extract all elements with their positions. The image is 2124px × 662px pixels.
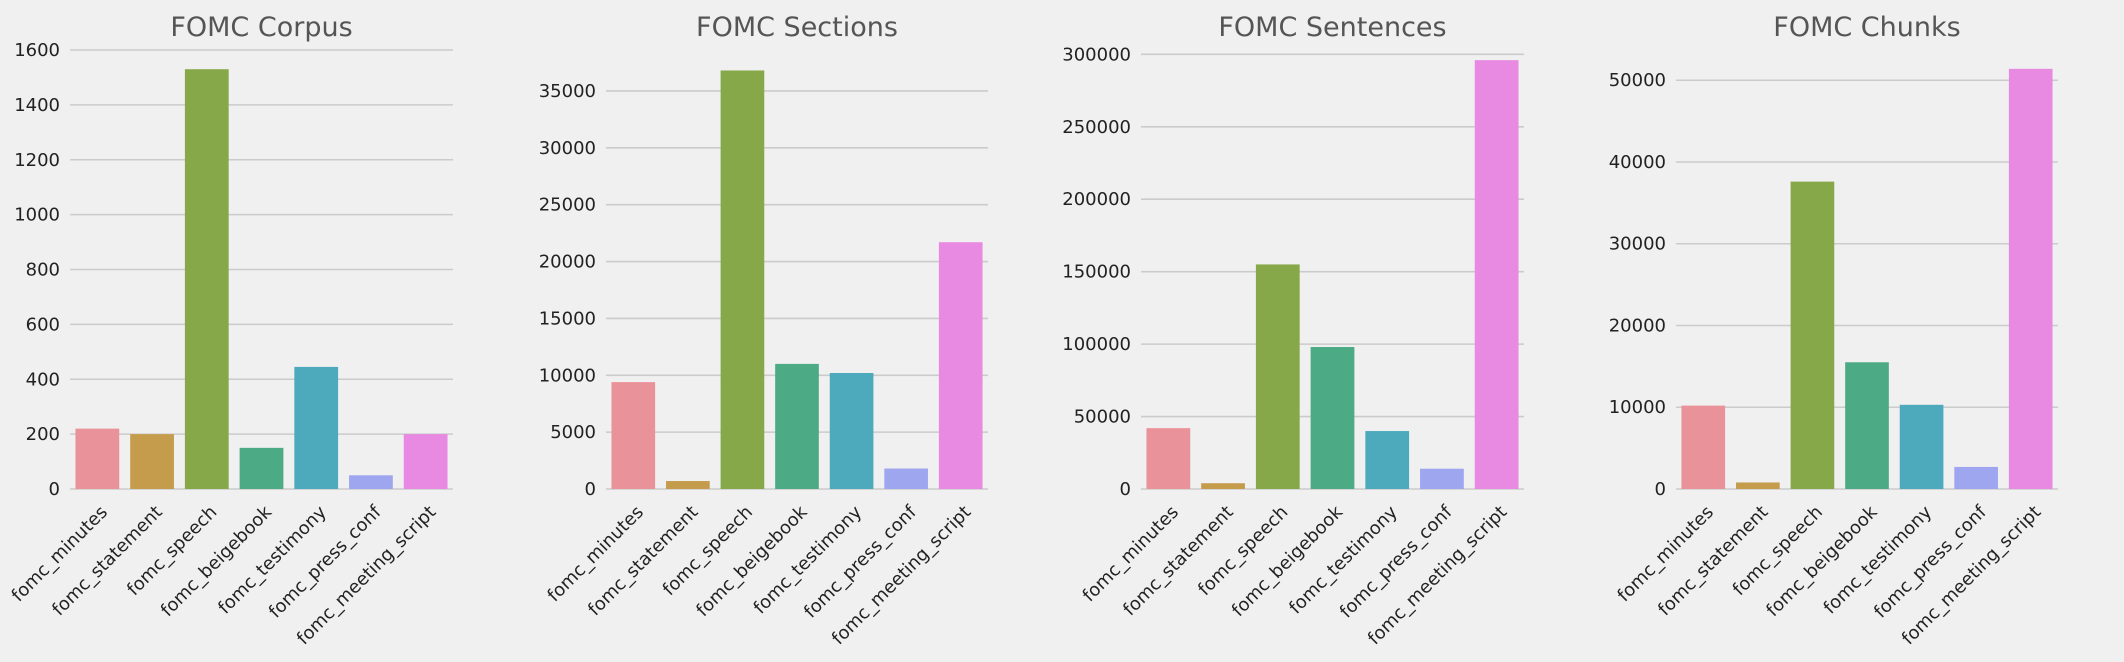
y-tick-label: 15000 <box>539 308 596 329</box>
bar-fomc-testimony <box>294 366 339 489</box>
y-tick-label: 1200 <box>14 150 60 171</box>
bar-fomc-meeting-script <box>1474 60 1519 490</box>
x-tick-label: fomc_minutes <box>1613 502 1717 606</box>
bar-fomc-press-conf <box>884 468 928 489</box>
bar-fomc-minutes <box>1146 428 1191 489</box>
bar-fomc-speech <box>720 70 765 490</box>
y-tick-label: 50000 <box>1074 407 1131 428</box>
bar-fomc-statement <box>1201 483 1245 489</box>
y-tick-label: 200000 <box>1062 189 1131 210</box>
bar-fomc-testimony <box>829 372 874 489</box>
y-tick-label: 30000 <box>1609 234 1666 255</box>
y-tick-label: 250000 <box>1062 117 1131 138</box>
bar-fomc-minutes <box>1681 405 1726 489</box>
bar-fomc-statement <box>666 481 710 489</box>
bar-fomc-minutes <box>611 382 656 489</box>
y-tick-label: 35000 <box>539 81 596 102</box>
bar-fomc-beigebook <box>1310 347 1355 489</box>
bar-fomc-beigebook <box>1845 362 1889 489</box>
y-tick-label: 0 <box>1120 479 1131 500</box>
x-tick-label: fomc_minutes <box>8 502 112 606</box>
chart-title: FOMC Corpus <box>170 12 352 43</box>
y-tick-label: 0 <box>49 479 60 500</box>
bar-fomc-meeting-script <box>938 242 983 489</box>
bar-fomc-testimony <box>1899 404 1944 489</box>
y-tick-label: 5000 <box>550 422 596 443</box>
chart-panel-fomc-sentences: 0 50000 100000 150000 200000 250000 300000 fomc… <box>1062 12 1524 649</box>
y-tick-label: 50000 <box>1609 70 1666 91</box>
y-tick-label: 25000 <box>539 195 596 216</box>
chart-panel-fomc-sections: 0 5000 10000 15000 20000 25000 30000 35000 fomc_… <box>539 12 988 649</box>
y-tick-label: 0 <box>585 479 596 500</box>
chart-title: FOMC Sentences <box>1218 12 1446 43</box>
y-tick-label: 200 <box>26 424 60 445</box>
bar-fomc-meeting-script <box>403 434 448 489</box>
y-tick-label: 0 <box>1655 479 1666 500</box>
bar-fomc-beigebook <box>775 363 819 489</box>
y-tick-label: 1400 <box>14 95 60 116</box>
bar-fomc-minutes <box>75 428 120 489</box>
chart-panel-fomc-chunks: 01000020000300004000050000fomc_minutesfo… <box>1609 12 2058 649</box>
bar-fomc-press-conf <box>1420 468 1464 489</box>
bar-fomc-speech <box>1255 264 1300 489</box>
y-tick-label: 100000 <box>1062 334 1131 355</box>
y-tick-label: 150000 <box>1062 262 1131 283</box>
bar-fomc-beigebook <box>239 447 284 489</box>
chart-title: FOMC Sections <box>696 12 898 43</box>
y-tick-label: 20000 <box>539 252 596 273</box>
chart-panel-fomc-corpus: 0 200 400 600 800 1000 1200 1400 1600 fomc_minute… <box>8 12 453 649</box>
y-tick-label: 30000 <box>539 138 596 159</box>
chart-title: FOMC Chunks <box>1773 12 1960 43</box>
bar-fomc-testimony <box>1365 431 1410 489</box>
bar-fomc-statement <box>1736 482 1780 489</box>
x-tick-label: fomc_minutes <box>543 502 647 606</box>
y-tick-label: 40000 <box>1609 152 1666 173</box>
x-tick-label: fomc_minutes <box>1079 502 1183 606</box>
bar-fomc-speech <box>184 69 229 490</box>
y-tick-label: 1600 <box>14 40 60 61</box>
bar-fomc-meeting-script <box>2008 68 2053 489</box>
y-tick-label: 600 <box>26 314 60 335</box>
bar-fomc-press-conf <box>1954 466 1998 489</box>
y-tick-label: 10000 <box>539 365 596 386</box>
y-tick-label: 20000 <box>1609 315 1666 336</box>
y-tick-label: 10000 <box>1609 397 1666 418</box>
y-tick-label: 300000 <box>1062 44 1131 65</box>
y-tick-label: 400 <box>26 369 60 390</box>
y-tick-label: 1000 <box>14 205 60 226</box>
bar-fomc-statement <box>130 434 174 489</box>
bar-fomc-press-conf <box>349 475 393 489</box>
y-tick-label: 800 <box>26 260 60 281</box>
bar-fomc-speech <box>1790 181 1835 489</box>
